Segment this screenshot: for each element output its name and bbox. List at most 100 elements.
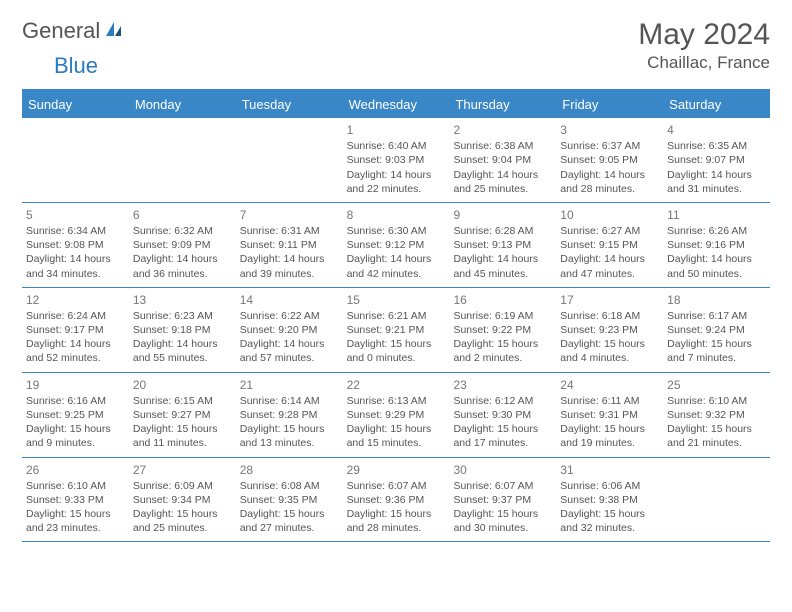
sunrise-label: Sunrise: 6:24 AM [26,309,125,323]
calendar-cell-empty [22,118,129,202]
sunset-label: Sunset: 9:12 PM [347,238,446,252]
daylight-label: Daylight: 14 hours and 22 minutes. [347,168,446,196]
sunset-label: Sunset: 9:08 PM [26,238,125,252]
calendar-cell: 15Sunrise: 6:21 AMSunset: 9:21 PMDayligh… [343,288,450,372]
daylight-label: Daylight: 14 hours and 50 minutes. [667,252,766,280]
sunrise-label: Sunrise: 6:35 AM [667,139,766,153]
calendar-cell: 9Sunrise: 6:28 AMSunset: 9:13 PMDaylight… [449,203,556,287]
calendar-cell: 7Sunrise: 6:31 AMSunset: 9:11 PMDaylight… [236,203,343,287]
sunset-label: Sunset: 9:35 PM [240,493,339,507]
sunrise-label: Sunrise: 6:12 AM [453,394,552,408]
day-number: 26 [26,462,125,478]
sunset-label: Sunset: 9:38 PM [560,493,659,507]
sunset-label: Sunset: 9:32 PM [667,408,766,422]
day-header: Thursday [449,91,556,118]
sunset-label: Sunset: 9:28 PM [240,408,339,422]
daylight-label: Daylight: 15 hours and 19 minutes. [560,422,659,450]
day-number: 19 [26,377,125,393]
sunset-label: Sunset: 9:21 PM [347,323,446,337]
sunset-label: Sunset: 9:03 PM [347,153,446,167]
sunset-label: Sunset: 9:25 PM [26,408,125,422]
calendar-cell: 11Sunrise: 6:26 AMSunset: 9:16 PMDayligh… [663,203,770,287]
daylight-label: Daylight: 15 hours and 23 minutes. [26,507,125,535]
calendar-row: 12Sunrise: 6:24 AMSunset: 9:17 PMDayligh… [22,288,770,373]
calendar-cell: 26Sunrise: 6:10 AMSunset: 9:33 PMDayligh… [22,458,129,542]
sunset-label: Sunset: 9:13 PM [453,238,552,252]
day-number: 28 [240,462,339,478]
daylight-label: Daylight: 15 hours and 4 minutes. [560,337,659,365]
brand-blue: Blue [54,53,98,78]
daylight-label: Daylight: 15 hours and 9 minutes. [26,422,125,450]
calendar-row: 1Sunrise: 6:40 AMSunset: 9:03 PMDaylight… [22,118,770,203]
sunset-label: Sunset: 9:24 PM [667,323,766,337]
sunrise-label: Sunrise: 6:10 AM [667,394,766,408]
daylight-label: Daylight: 15 hours and 21 minutes. [667,422,766,450]
sunrise-label: Sunrise: 6:23 AM [133,309,232,323]
sunrise-label: Sunrise: 6:17 AM [667,309,766,323]
calendar-cell: 2Sunrise: 6:38 AMSunset: 9:04 PMDaylight… [449,118,556,202]
sunrise-label: Sunrise: 6:37 AM [560,139,659,153]
day-number: 10 [560,207,659,223]
day-number: 23 [453,377,552,393]
sunset-label: Sunset: 9:04 PM [453,153,552,167]
daylight-label: Daylight: 14 hours and 34 minutes. [26,252,125,280]
day-number: 3 [560,122,659,138]
sunset-label: Sunset: 9:16 PM [667,238,766,252]
daylight-label: Daylight: 15 hours and 15 minutes. [347,422,446,450]
day-header: Sunday [22,91,129,118]
sunrise-label: Sunrise: 6:40 AM [347,139,446,153]
calendar-cell: 5Sunrise: 6:34 AMSunset: 9:08 PMDaylight… [22,203,129,287]
calendar-cell: 28Sunrise: 6:08 AMSunset: 9:35 PMDayligh… [236,458,343,542]
sunset-label: Sunset: 9:33 PM [26,493,125,507]
sunset-label: Sunset: 9:22 PM [453,323,552,337]
sunset-label: Sunset: 9:27 PM [133,408,232,422]
brand-general: General [22,18,100,44]
daylight-label: Daylight: 14 hours and 28 minutes. [560,168,659,196]
calendar-cell: 4Sunrise: 6:35 AMSunset: 9:07 PMDaylight… [663,118,770,202]
day-number: 20 [133,377,232,393]
day-number: 6 [133,207,232,223]
daylight-label: Daylight: 15 hours and 0 minutes. [347,337,446,365]
calendar-cell: 16Sunrise: 6:19 AMSunset: 9:22 PMDayligh… [449,288,556,372]
calendar-body: 1Sunrise: 6:40 AMSunset: 9:03 PMDaylight… [22,118,770,542]
day-header: Monday [129,91,236,118]
calendar-cell: 14Sunrise: 6:22 AMSunset: 9:20 PMDayligh… [236,288,343,372]
calendar-cell-empty [129,118,236,202]
sunrise-label: Sunrise: 6:30 AM [347,224,446,238]
day-number: 11 [667,207,766,223]
calendar-row: 26Sunrise: 6:10 AMSunset: 9:33 PMDayligh… [22,458,770,543]
calendar-cell: 1Sunrise: 6:40 AMSunset: 9:03 PMDaylight… [343,118,450,202]
sunset-label: Sunset: 9:15 PM [560,238,659,252]
daylight-label: Daylight: 14 hours and 52 minutes. [26,337,125,365]
calendar-cell: 17Sunrise: 6:18 AMSunset: 9:23 PMDayligh… [556,288,663,372]
sunset-label: Sunset: 9:18 PM [133,323,232,337]
day-number: 21 [240,377,339,393]
day-number: 24 [560,377,659,393]
day-number: 1 [347,122,446,138]
sunrise-label: Sunrise: 6:09 AM [133,479,232,493]
day-number: 2 [453,122,552,138]
sunset-label: Sunset: 9:37 PM [453,493,552,507]
day-number: 9 [453,207,552,223]
calendar-cell: 6Sunrise: 6:32 AMSunset: 9:09 PMDaylight… [129,203,236,287]
sunrise-label: Sunrise: 6:13 AM [347,394,446,408]
sunset-label: Sunset: 9:17 PM [26,323,125,337]
calendar-cell: 3Sunrise: 6:37 AMSunset: 9:05 PMDaylight… [556,118,663,202]
daylight-label: Daylight: 15 hours and 28 minutes. [347,507,446,535]
sunrise-label: Sunrise: 6:16 AM [26,394,125,408]
sunrise-label: Sunrise: 6:08 AM [240,479,339,493]
daylight-label: Daylight: 14 hours and 42 minutes. [347,252,446,280]
sunrise-label: Sunrise: 6:10 AM [26,479,125,493]
calendar-row: 19Sunrise: 6:16 AMSunset: 9:25 PMDayligh… [22,373,770,458]
daylight-label: Daylight: 15 hours and 7 minutes. [667,337,766,365]
sunrise-label: Sunrise: 6:34 AM [26,224,125,238]
sunrise-label: Sunrise: 6:32 AM [133,224,232,238]
title-block: May 2024 Chaillac, France [638,18,770,73]
sunrise-label: Sunrise: 6:38 AM [453,139,552,153]
calendar-cell: 22Sunrise: 6:13 AMSunset: 9:29 PMDayligh… [343,373,450,457]
calendar-cell: 24Sunrise: 6:11 AMSunset: 9:31 PMDayligh… [556,373,663,457]
sunrise-label: Sunrise: 6:21 AM [347,309,446,323]
calendar-cell: 12Sunrise: 6:24 AMSunset: 9:17 PMDayligh… [22,288,129,372]
calendar-cell: 13Sunrise: 6:23 AMSunset: 9:18 PMDayligh… [129,288,236,372]
daylight-label: Daylight: 14 hours and 47 minutes. [560,252,659,280]
